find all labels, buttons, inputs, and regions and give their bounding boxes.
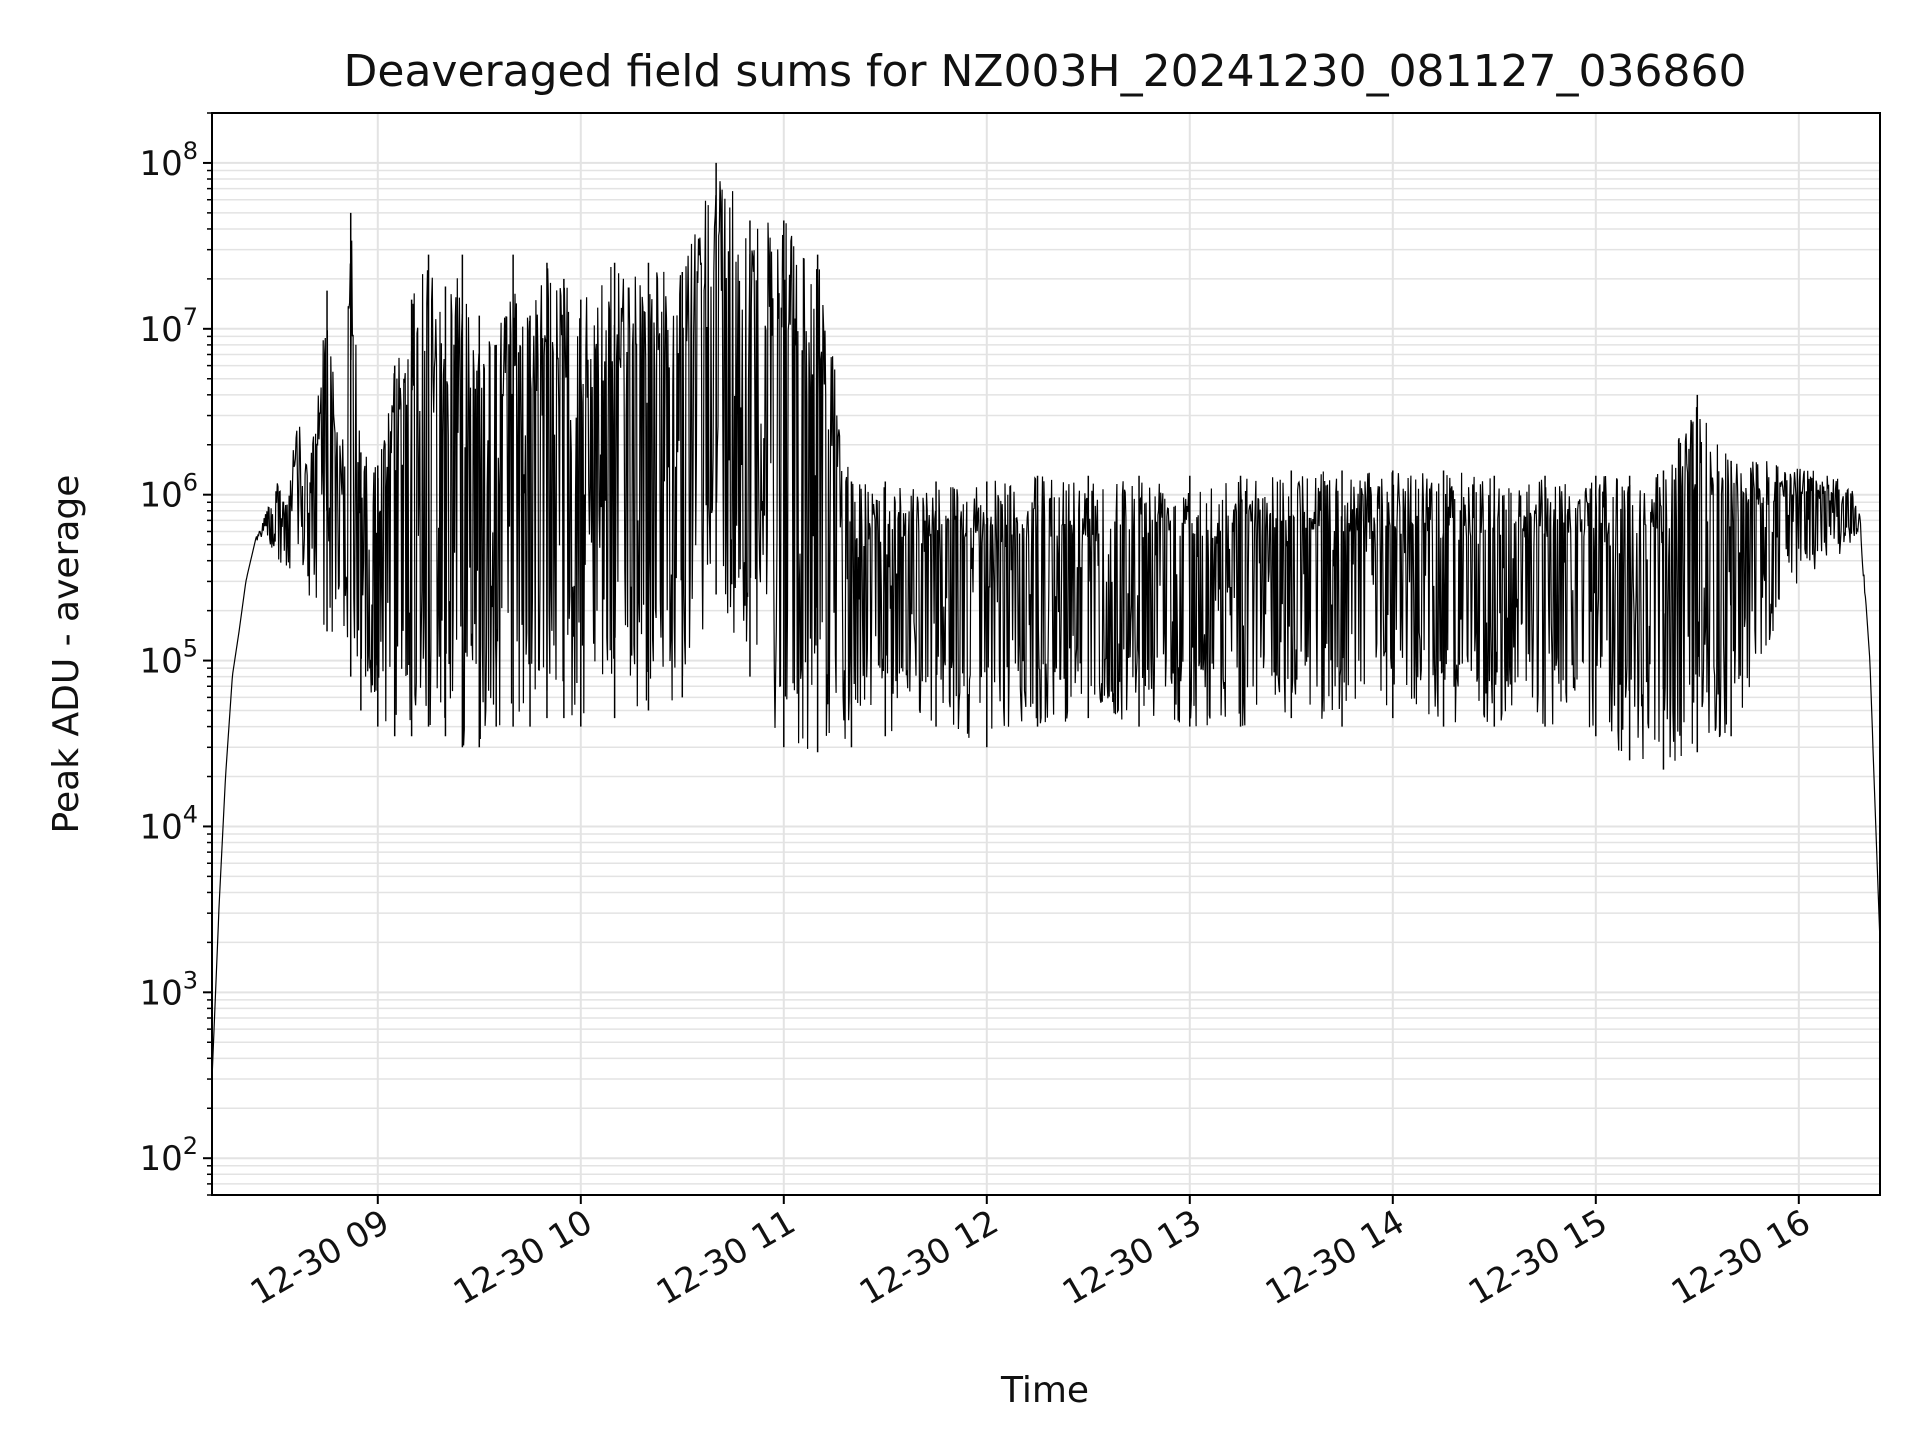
- x-tick-label: 12-30 12: [853, 1202, 1005, 1313]
- y-tick-label: 108: [139, 137, 198, 184]
- y-tick-label: 106: [139, 469, 198, 516]
- plot-frame: [211, 112, 1881, 1196]
- y-tick-label: 107: [139, 303, 198, 350]
- data-layer: [211, 162, 1881, 1080]
- y-tick-label: 104: [139, 800, 198, 847]
- y-tick-label: 102: [139, 1132, 198, 1179]
- y-tick-label: 103: [139, 966, 198, 1013]
- x-tick-label: 12-30 14: [1259, 1202, 1411, 1313]
- x-tick-label: 12-30 10: [447, 1202, 599, 1313]
- x-tick-label: 12-30 11: [650, 1202, 802, 1313]
- chart-title: Deaveraged field sums for NZ003H_2024123…: [344, 46, 1747, 97]
- y-tick-label: 105: [139, 635, 198, 682]
- x-tick-label: 12-30 15: [1462, 1202, 1614, 1313]
- x-axis-title: Time: [1000, 1370, 1089, 1411]
- y-axis-title: Peak ADU - average: [46, 475, 87, 834]
- x-tick-label: 12-30 16: [1665, 1202, 1817, 1313]
- x-tick-label: 12-30 09: [244, 1202, 396, 1313]
- x-tick-label: 12-30 13: [1056, 1202, 1208, 1313]
- series-line: [211, 181, 1881, 1080]
